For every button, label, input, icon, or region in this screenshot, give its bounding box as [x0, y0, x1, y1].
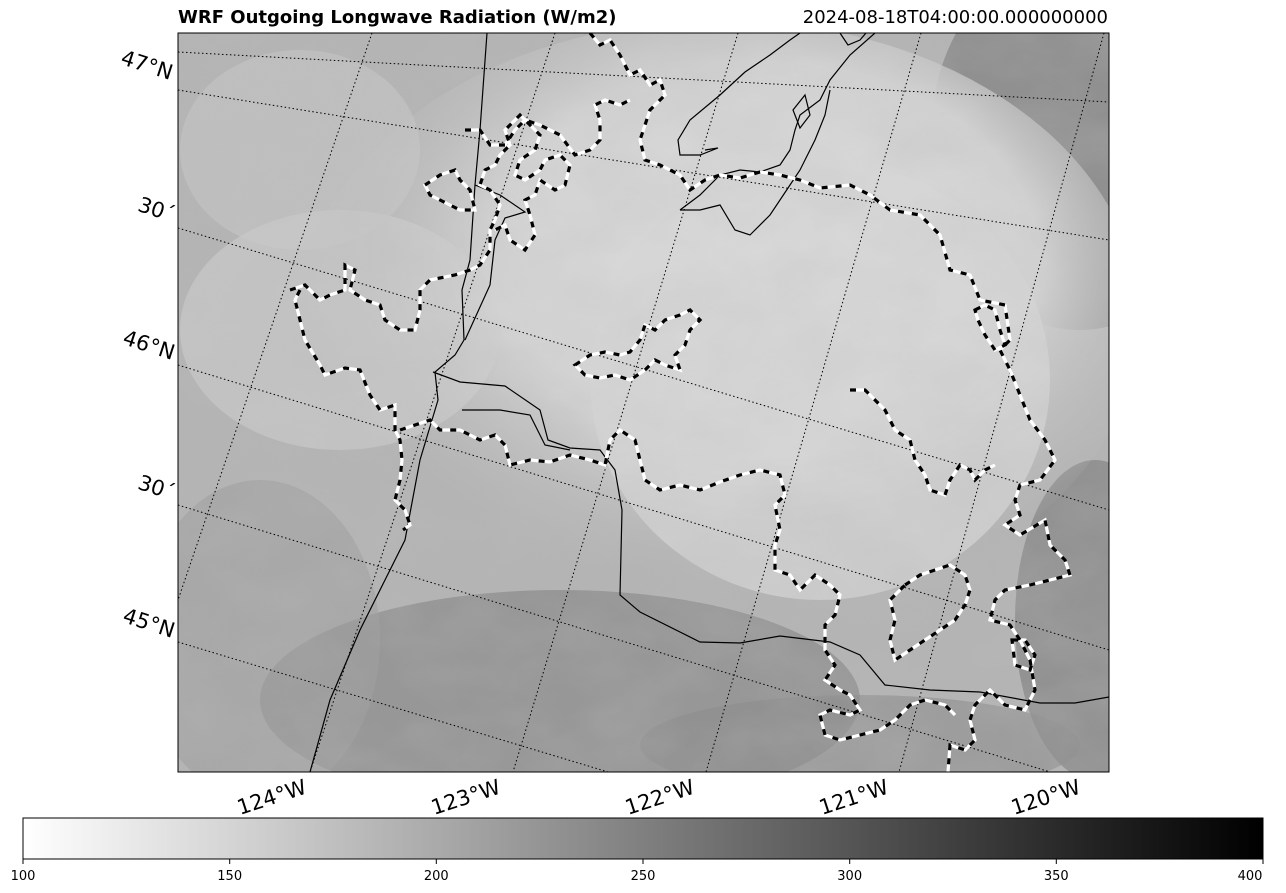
lat-label: 30´: [135, 192, 178, 226]
map-timestamp: 2024-08-18T04:00:00.000000000: [802, 7, 1108, 28]
map-frame: [177, 32, 1110, 773]
graticule: [178, 33, 1109, 772]
colorbar-tick-label: 400: [1238, 869, 1263, 884]
colorbar-tick-label: 200: [424, 869, 449, 884]
lat-label: 45°N: [120, 604, 178, 643]
lon-label: 122°W: [622, 775, 697, 820]
colorbar-tick-label: 100: [11, 869, 36, 884]
lon-label: 120°W: [1008, 775, 1083, 820]
map-title: WRF Outgoing Longwave Radiation (W/m2): [178, 7, 617, 28]
colorbar-tick-label: 250: [631, 869, 656, 884]
lat-label: 47°N: [118, 46, 176, 85]
lon-label: 123°W: [428, 775, 503, 820]
colorbar-tick-label: 300: [837, 869, 862, 884]
colorbar: 100 150 200 250 300 350 400: [11, 817, 1264, 884]
lon-label: 121°W: [816, 775, 891, 820]
lat-label: 46°N: [120, 326, 178, 365]
lon-label: 124°W: [234, 775, 309, 820]
lat-label: 30´: [135, 470, 178, 504]
colorbar-tick-label: 150: [217, 869, 242, 884]
colorbar-tick-label: 350: [1044, 869, 1069, 884]
olr-field: [178, 33, 1109, 772]
lon-labels: 124°W 123°W 122°W 121°W 120°W: [234, 775, 1083, 820]
lat-labels: 47°N 30´ 46°N 30´ 45°N: [118, 46, 178, 643]
colorbar-gradient: [22, 817, 1264, 860]
olr-contour: [288, 33, 1073, 772]
